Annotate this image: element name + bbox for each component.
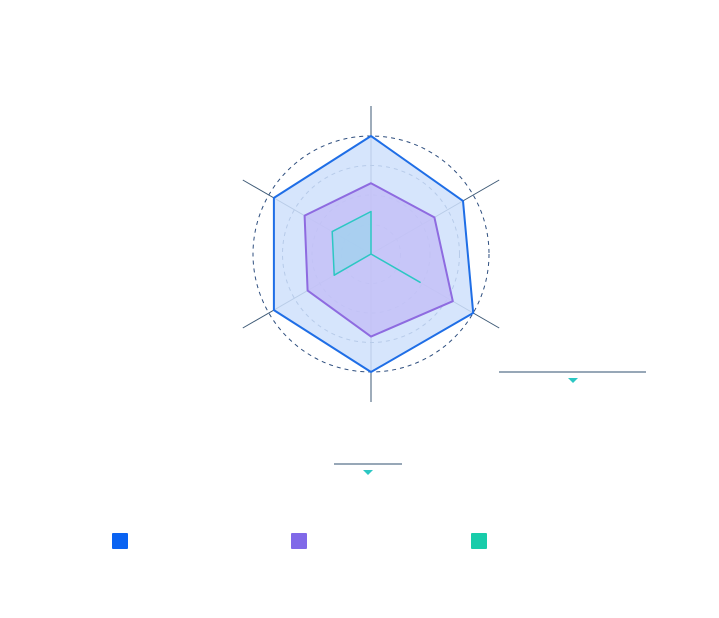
tooltip-pointer-icon xyxy=(568,378,578,383)
legend-item-series-2[interactable] xyxy=(291,533,307,549)
tooltip-marker-right xyxy=(499,371,646,383)
chart-legend xyxy=(0,533,719,551)
legend-item-series-3[interactable] xyxy=(471,533,487,549)
legend-swatch-series-1 xyxy=(112,533,128,549)
legend-item-series-1[interactable] xyxy=(112,533,128,549)
tooltip-marker-bottom xyxy=(334,463,402,475)
legend-swatch-series-2 xyxy=(291,533,307,549)
tooltip-pointer-icon xyxy=(363,470,373,475)
series-area-2[interactable] xyxy=(303,182,454,338)
radar-series xyxy=(272,135,475,373)
legend-swatch-series-3 xyxy=(471,533,487,549)
series-area-3[interactable] xyxy=(331,210,421,284)
